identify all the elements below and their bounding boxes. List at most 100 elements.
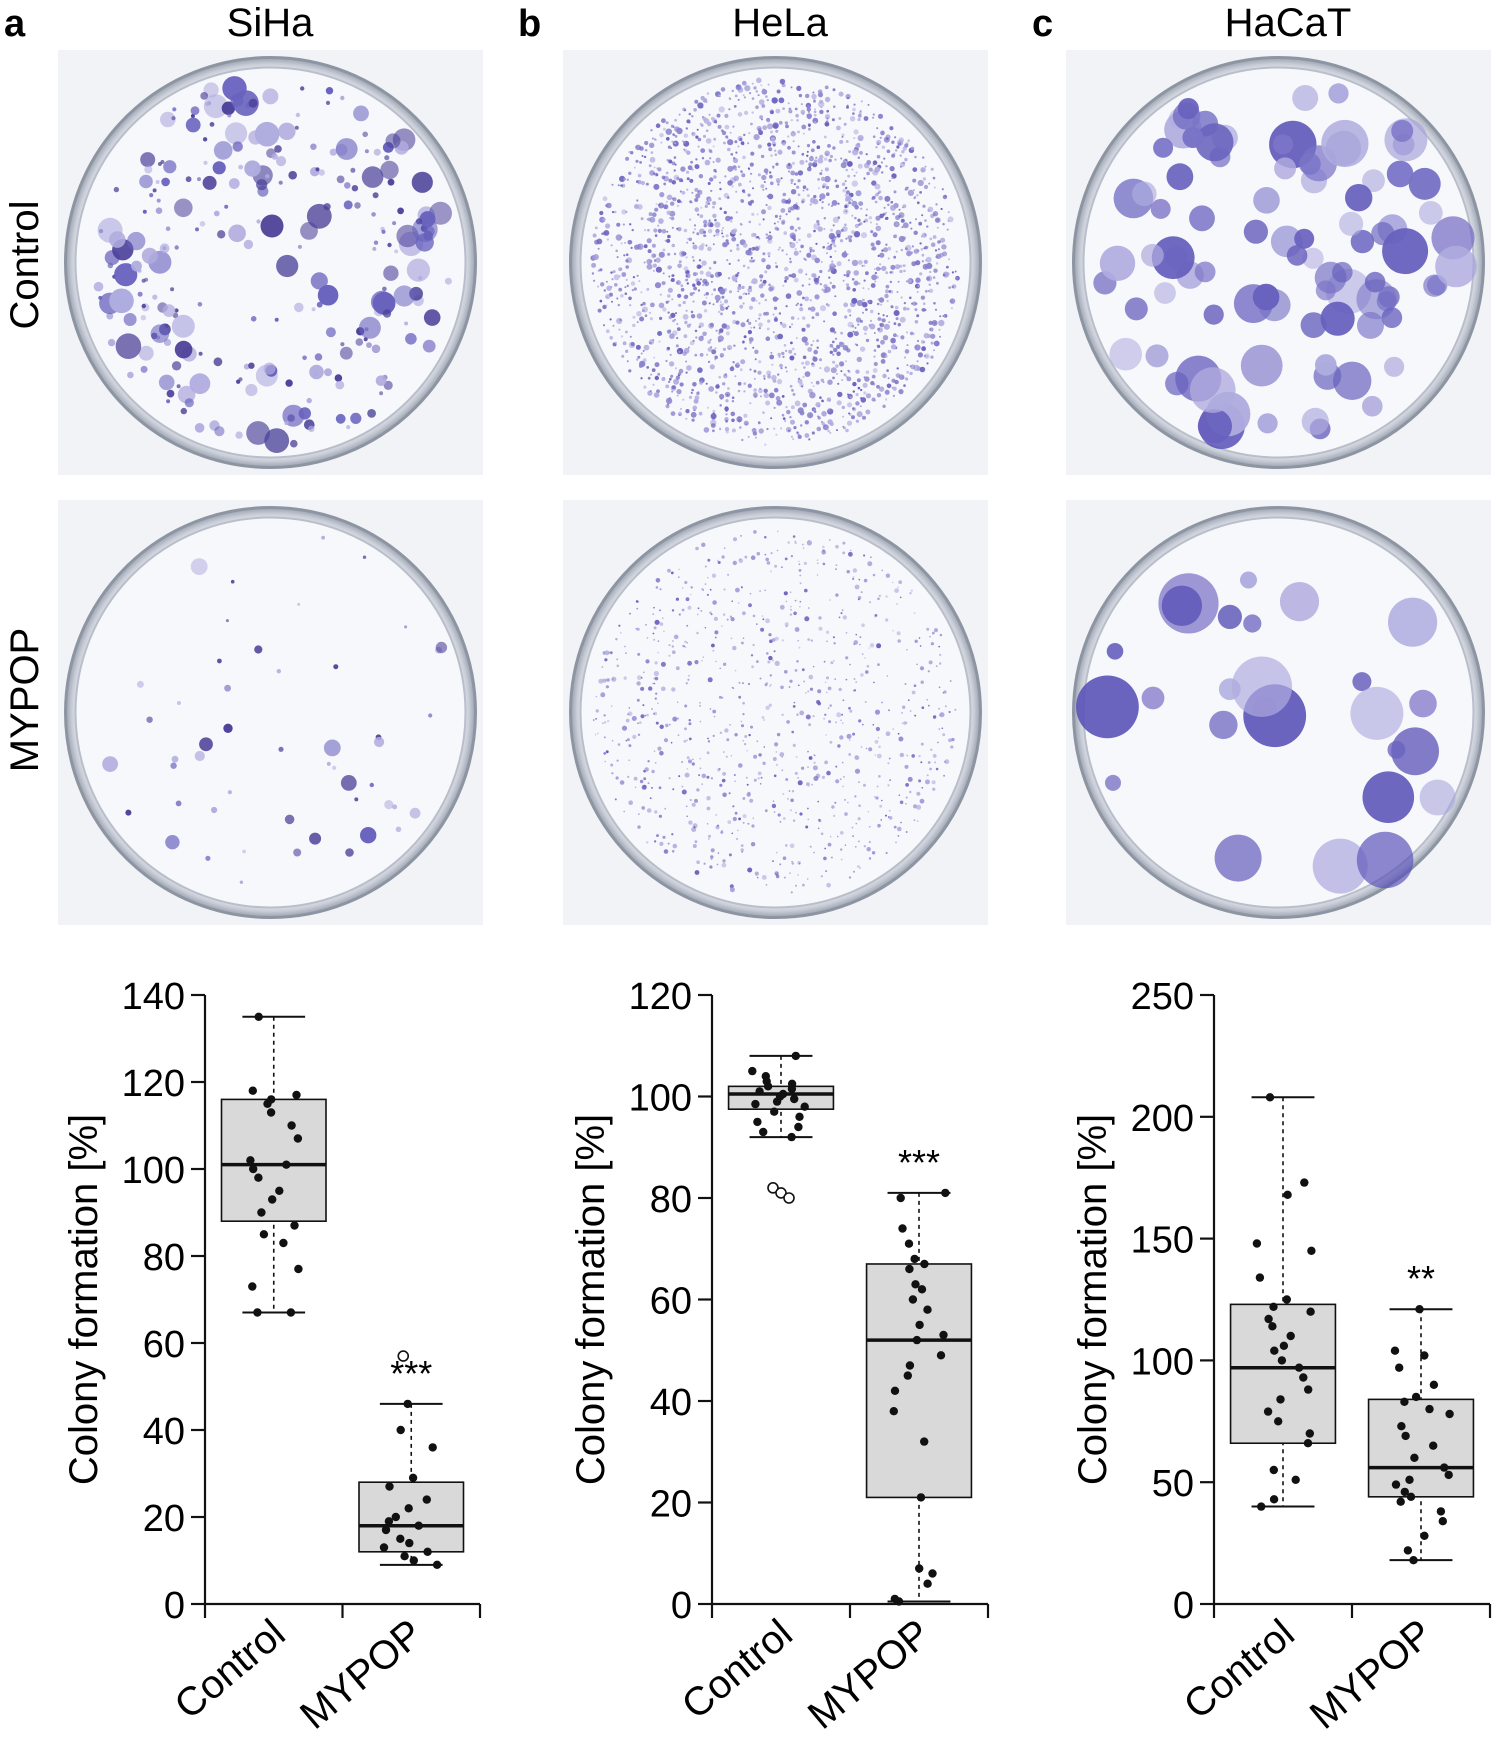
data-point [910, 1254, 919, 1264]
data-point [1300, 1178, 1309, 1187]
data-point [904, 1239, 914, 1248]
data-point [1276, 1395, 1285, 1404]
data-point [1395, 1363, 1404, 1372]
y-axis-label: Colony formation [%] [1071, 1114, 1115, 1485]
data-point [428, 1443, 437, 1452]
data-point [1283, 1190, 1292, 1200]
data-point [770, 1107, 779, 1116]
data-point [908, 1295, 918, 1304]
data-point [916, 1493, 926, 1502]
outlier-point [783, 1192, 795, 1204]
data-point [1282, 1295, 1292, 1304]
plate-hacat-control [1066, 50, 1491, 475]
data-point [941, 1188, 950, 1198]
outlier-point [775, 1187, 787, 1199]
data-point [800, 1102, 809, 1111]
data-point [1299, 1373, 1308, 1382]
y-axis-label: Colony formation [%] [62, 1114, 106, 1485]
data-point [1405, 1475, 1414, 1485]
data-point [1305, 1429, 1315, 1438]
y-tick-label: 20 [143, 1498, 185, 1540]
colonies [102, 535, 448, 884]
colonies [93, 76, 452, 453]
data-point [1269, 1465, 1279, 1475]
data-point [1429, 1380, 1439, 1390]
data-point [1440, 1463, 1449, 1472]
plate-hela-control [563, 50, 988, 475]
data-point [1257, 1502, 1266, 1511]
data-point [905, 1264, 914, 1274]
data-point [923, 1305, 932, 1314]
data-point [246, 1156, 255, 1165]
data-point [1269, 1495, 1279, 1504]
data-point [257, 1208, 266, 1217]
data-point [287, 1121, 296, 1130]
x-tick-label: MYPOP [1302, 1611, 1441, 1738]
data-point [915, 1564, 924, 1573]
data-point [266, 1108, 276, 1117]
data-point [403, 1399, 412, 1409]
data-point [1425, 1404, 1434, 1414]
y-tick-label: 120 [629, 976, 692, 1018]
data-point [1401, 1431, 1410, 1441]
box-mypop: *** [865, 1142, 973, 1606]
data-point [1415, 1305, 1424, 1314]
data-point [248, 1282, 257, 1291]
data-point [915, 1320, 924, 1330]
data-point [1304, 1385, 1313, 1394]
data-point [404, 1504, 413, 1513]
plate-hela-mypop [563, 500, 988, 925]
data-point [249, 1164, 258, 1174]
data-point [928, 1569, 937, 1578]
data-point [259, 1230, 269, 1239]
data-point [790, 1094, 799, 1104]
outlier-point [767, 1182, 779, 1194]
data-point [923, 1579, 932, 1588]
box-iqr [865, 1263, 973, 1499]
box-iqr [1367, 1398, 1475, 1498]
significance-stars: *** [898, 1142, 940, 1183]
data-point [751, 1099, 760, 1109]
y-tick-label: 40 [143, 1411, 185, 1453]
box-plots: 0 20 40 60 80 100 120 140 Colony formation [%] Co… [62, 976, 1492, 1738]
data-point [1265, 1093, 1275, 1102]
data-point [400, 1552, 409, 1561]
data-point [275, 1186, 284, 1196]
data-point [787, 1132, 796, 1142]
significance-stars: *** [390, 1353, 432, 1394]
data-point [748, 1066, 757, 1076]
panel-letter-b: b [518, 3, 541, 45]
data-point [1279, 1341, 1289, 1351]
data-point [890, 1386, 900, 1396]
row-label-control: Control [3, 201, 47, 330]
x-tick-label: MYPOP [292, 1611, 431, 1738]
data-point [1270, 1346, 1279, 1355]
data-point [787, 1084, 797, 1094]
data-point [391, 1512, 400, 1522]
y-tick-label: 0 [164, 1585, 185, 1627]
data-point [772, 1097, 782, 1106]
y-tick-label: 100 [1131, 1341, 1194, 1383]
data-point [1307, 1246, 1316, 1256]
data-point [405, 1538, 414, 1548]
data-point [279, 1238, 288, 1248]
y-tick-label: 60 [650, 1281, 692, 1323]
data-point [1429, 1441, 1438, 1450]
data-point [381, 1525, 391, 1535]
data-point [409, 1556, 418, 1565]
significance-stars: ** [1407, 1258, 1435, 1299]
data-point [1274, 1417, 1283, 1426]
data-point [917, 1285, 927, 1294]
data-point [1391, 1480, 1401, 1489]
data-point [1291, 1475, 1300, 1485]
x-tick-label: Control [166, 1611, 293, 1728]
box-plot-c: 0 50 100 150 200 250 Colony formation [%] Contr… [1071, 976, 1492, 1738]
data-point [263, 1099, 272, 1109]
x-tick-label: MYPOP [800, 1611, 939, 1738]
y-axis-label: Colony formation [%] [569, 1114, 613, 1485]
y-tick-label: 200 [1131, 1098, 1194, 1140]
data-point [1409, 1556, 1418, 1565]
data-point [1390, 1346, 1400, 1355]
data-point [936, 1351, 946, 1360]
x-tick-label: Control [674, 1611, 801, 1728]
